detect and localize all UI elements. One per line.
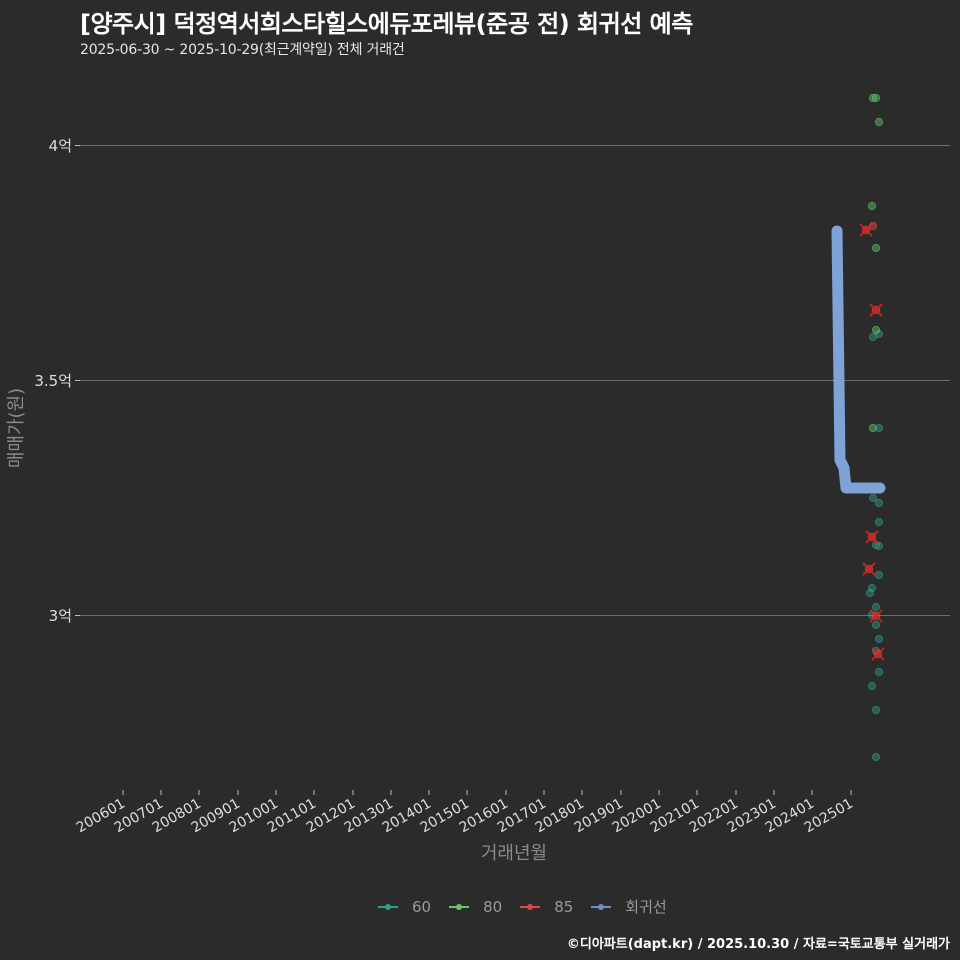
legend-item-80: 80 — [447, 898, 502, 916]
legend-item-regression: 회귀선 — [589, 896, 667, 917]
outlier-x-icon — [859, 223, 873, 237]
legend-label: 60 — [412, 897, 432, 916]
legend-key-icon — [518, 899, 542, 915]
legend-label: 회귀선 — [625, 898, 667, 916]
x-axis-labels: 200601 200701 200801 200901 201001 20110… — [74, 796, 856, 837]
outlier-x-icon — [869, 303, 883, 317]
legend-label: 85 — [554, 897, 574, 916]
series-80-points — [867, 93, 884, 433]
legend-item-60: 60 — [376, 898, 431, 916]
regression-line — [831, 225, 886, 494]
legend-key-icon — [447, 899, 471, 915]
x-axis-ticks — [122, 790, 852, 795]
y-axis-ticks — [75, 145, 80, 616]
outlier-x-icon — [865, 530, 879, 544]
y-axis-labels: 4억 3.5억 3억 — [34, 137, 72, 625]
legend-item-85: 85 — [518, 898, 573, 916]
outlier-x-icon — [862, 562, 876, 576]
y-tick-label: 4억 — [49, 137, 72, 155]
y-axis-title: 매매가(원) — [6, 388, 27, 468]
source-credit: ©디아파트(dapt.kr) / 2025.10.30 / 자료=국토교통부 실… — [566, 937, 950, 952]
chart-title: [양주시] 덕정역서희스타힐스에듀포레뷰(준공 전) 회귀선 예측 — [80, 10, 693, 38]
outlier-markers — [859, 223, 885, 661]
x-axis-title: 거래년월 — [481, 843, 547, 864]
y-tick-label: 3억 — [49, 607, 72, 625]
chart-subtitle: 2025-06-30 ~ 2025-10-29(최근계약일) 전체 거래건 — [80, 42, 405, 58]
y-gridlines — [80, 145, 950, 616]
outlier-x-icon — [871, 647, 885, 661]
legend-label: 80 — [483, 897, 503, 916]
chart-legend: 60 80 85 회귀선 — [376, 896, 683, 917]
outlier-x-icon — [869, 609, 883, 623]
y-tick-label: 3.5억 — [34, 372, 72, 390]
legend-key-icon — [589, 899, 613, 915]
series-60-points — [865, 329, 884, 762]
legend-key-icon — [376, 899, 400, 915]
